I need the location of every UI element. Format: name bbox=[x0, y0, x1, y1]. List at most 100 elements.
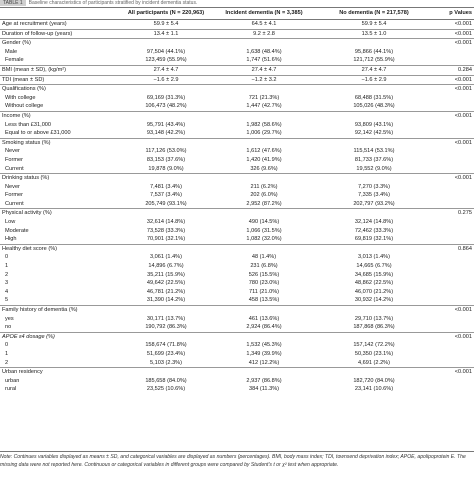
cell-incident-dementia: 1,532 (45.3%) bbox=[246, 342, 282, 349]
row-label: Drinking status (%) bbox=[0, 173, 118, 183]
row-label: Age at recruitment (years) bbox=[0, 19, 118, 30]
row-label: Former bbox=[5, 192, 24, 199]
table-row: 3 49,642 (22.5%) 780 (23.0%) 48,862 (22.5%) bbox=[0, 279, 474, 288]
cell-all-participants: 93,148 (42.2%) bbox=[146, 130, 186, 137]
cell-incident-dementia bbox=[214, 331, 314, 342]
cell-all-participants: −1.6 ± 2.9 bbox=[118, 74, 214, 85]
row-label: Urban residency bbox=[0, 367, 118, 377]
cell-incident-dementia: 490 (14.5%) bbox=[248, 219, 280, 226]
cell-no-dementia: 3,013 (1.4%) bbox=[357, 254, 391, 261]
table-row: 2 35,211 (15.9%) 526 (15.5%) 34,685 (15.9%) bbox=[0, 271, 474, 280]
cell-incident-dementia: 526 (15.5%) bbox=[248, 271, 280, 278]
cell-no-dementia: 202,797 (93.2%) bbox=[353, 200, 395, 207]
cell-all-participants bbox=[118, 38, 214, 48]
cell-p-value bbox=[434, 253, 474, 262]
table-row: 5 31,390 (14.2%) 458 (13.5%) 30,932 (14.2%) bbox=[0, 296, 474, 305]
table-row: 2 5,103 (2.3%) 412 (12.2%) 4,691 (2.2%) bbox=[0, 359, 474, 368]
cell-p-value: 0.864 bbox=[434, 243, 474, 254]
cell-p-value: <0.001 bbox=[434, 331, 474, 342]
cell-p-value bbox=[434, 359, 474, 368]
table-row: Income (%) <0.001 bbox=[0, 110, 474, 121]
row-label: Never bbox=[5, 148, 20, 155]
row-label: Less than £31,000 bbox=[5, 121, 52, 128]
cell-no-dementia bbox=[314, 137, 434, 148]
cell-p-value: <0.001 bbox=[434, 84, 474, 94]
row-label: Male bbox=[5, 48, 18, 55]
row-label: Current bbox=[5, 200, 24, 207]
cell-p-value: 0.275 bbox=[434, 208, 474, 219]
cell-incident-dementia: 202 (6.0%) bbox=[250, 192, 278, 199]
cell-no-dementia: 115,514 (53.1%) bbox=[353, 148, 395, 155]
cell-all-participants bbox=[118, 137, 214, 148]
cell-p-value bbox=[434, 94, 474, 103]
cell-p-value bbox=[434, 385, 474, 394]
cell-incident-dementia: 458 (13.5%) bbox=[248, 297, 280, 304]
cell-all-participants: 49,642 (22.5%) bbox=[146, 280, 186, 287]
cell-no-dementia: 187,868 (86.3%) bbox=[353, 324, 395, 331]
table-row: Duration of follow-up (years) 13.4 ± 1.1 9… bbox=[0, 28, 474, 39]
cell-all-participants: 97,504 (44.1%) bbox=[146, 48, 186, 55]
cell-p-value bbox=[434, 191, 474, 200]
cell-all-participants: 7,537 (3.4%) bbox=[149, 192, 183, 199]
header-characteristic bbox=[0, 7, 118, 20]
table-row: Former 83,153 (37.6%) 1,420 (41.9%) 81,733 … bbox=[0, 156, 474, 165]
cell-all-participants bbox=[118, 367, 214, 377]
row-label: 3 bbox=[5, 280, 9, 287]
cell-incident-dementia: 1,747 (51.6%) bbox=[246, 57, 282, 64]
row-label: High bbox=[5, 236, 17, 243]
cell-all-participants: 27.4 ± 4.7 bbox=[118, 64, 214, 76]
cell-p-value: <0.001 bbox=[434, 304, 474, 315]
row-label: Former bbox=[5, 156, 24, 163]
cell-p-value: <0.001 bbox=[434, 367, 474, 377]
cell-p-value: <0.001 bbox=[434, 28, 474, 39]
table-row: With college 69,169 (31.3%) 721 (21.3%) 68,… bbox=[0, 94, 474, 103]
cell-all-participants: 35,211 (15.9%) bbox=[147, 271, 185, 278]
row-label: 0 bbox=[5, 254, 9, 261]
table-row: Less than £31,000 95,791 (43.4%) 1,982 (58… bbox=[0, 121, 474, 130]
header-incident-dementia: Incident dementia (N = 3,385) bbox=[214, 7, 314, 20]
cell-incident-dementia: 1,638 (48.4%) bbox=[246, 48, 282, 55]
cell-p-value: <0.001 bbox=[434, 137, 474, 148]
cell-p-value bbox=[434, 315, 474, 324]
cell-all-participants: 158,674 (71.8%) bbox=[145, 342, 187, 349]
cell-all-participants: 46,781 (21.2%) bbox=[146, 288, 186, 295]
cell-no-dementia: 48,862 (22.5%) bbox=[354, 280, 394, 287]
row-label: 2 bbox=[5, 359, 9, 366]
cell-p-value bbox=[434, 56, 474, 65]
cell-no-dementia bbox=[314, 243, 434, 254]
cell-incident-dementia bbox=[214, 173, 314, 183]
cell-incident-dementia: 231 (6.8%) bbox=[250, 263, 278, 270]
cell-all-participants bbox=[118, 208, 214, 219]
row-label: BMI (mean ± SD), (kg/m²) bbox=[0, 64, 118, 76]
cell-p-value bbox=[434, 279, 474, 288]
cell-all-participants: 59.9 ± 5.4 bbox=[118, 19, 214, 30]
cell-incident-dementia: 2,952 (87.2%) bbox=[246, 200, 282, 207]
cell-all-participants bbox=[118, 84, 214, 94]
table-row: Equal to or above £31,000 93,148 (42.2%) 1… bbox=[0, 129, 474, 138]
cell-incident-dementia: −1.2 ± 3.2 bbox=[214, 74, 314, 85]
cell-all-participants: 51,699 (23.4%) bbox=[146, 350, 186, 357]
cell-incident-dementia bbox=[214, 84, 314, 94]
cell-all-participants: 73,528 (33.3%) bbox=[146, 227, 186, 234]
cell-all-participants: 7,481 (3.4%) bbox=[149, 183, 183, 190]
cell-p-value bbox=[434, 271, 474, 280]
cell-incident-dementia: 384 (11.3%) bbox=[248, 386, 280, 393]
cell-all-participants: 32,614 (14.8%) bbox=[146, 219, 186, 226]
cell-incident-dementia: 2,924 (86.4%) bbox=[246, 324, 282, 331]
table-row: Smoking status (%) <0.001 bbox=[0, 137, 474, 148]
cell-p-value bbox=[434, 235, 474, 244]
table-row: Family history of dementia (%) <0.001 bbox=[0, 304, 474, 315]
table-row: Urban residency <0.001 bbox=[0, 367, 474, 377]
cell-all-participants: 14,896 (6.7%) bbox=[148, 263, 184, 270]
cell-incident-dementia: 721 (21.3%) bbox=[248, 94, 280, 101]
row-label: Duration of follow-up (years) bbox=[0, 28, 118, 39]
cell-no-dementia: 7,335 (3.4%) bbox=[357, 192, 391, 199]
table-row: Female 123,459 (55.9%) 1,747 (51.6%) 121,71… bbox=[0, 56, 474, 65]
row-label: Family history of dementia (%) bbox=[0, 304, 118, 315]
cell-p-value: <0.001 bbox=[434, 38, 474, 48]
table-row: Without college 106,473 (48.2%) 1,447 (42.… bbox=[0, 102, 474, 111]
table-caption: TABLE 1 Baseline characteristics of parti… bbox=[0, 0, 474, 7]
cell-p-value bbox=[434, 227, 474, 236]
cell-p-value bbox=[434, 147, 474, 156]
table-row: 1 51,699 (23.4%) 1,349 (39.9%) 50,350 (23.1… bbox=[0, 350, 474, 359]
